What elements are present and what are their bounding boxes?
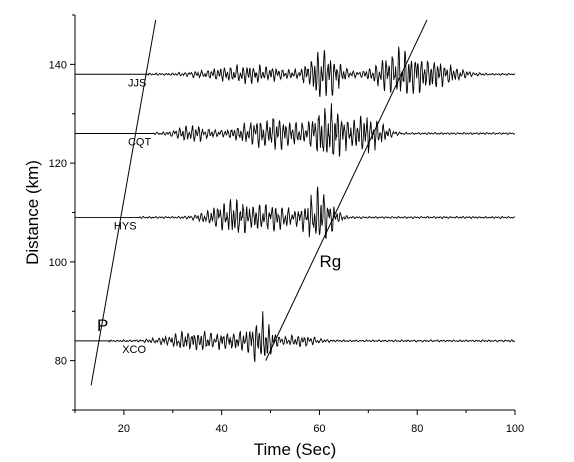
trace-cqt — [75, 103, 516, 157]
x-axis-title: Time (Sec) — [254, 440, 337, 459]
x-tick-label: 20 — [118, 423, 130, 435]
x-tick-label: 60 — [313, 423, 325, 435]
x-tick-label: 80 — [411, 423, 423, 435]
axes: 20 40 60 80 100 80 100 120 140 Time (Sec) Distance… — [23, 14, 524, 459]
x-tick-label: 100 — [506, 423, 524, 435]
x-tick-label: 40 — [216, 423, 228, 435]
y-tick-label: 100 — [49, 257, 67, 269]
trace-hys — [75, 186, 515, 240]
labels: JJS CQT HYS XCO P Rg — [97, 77, 341, 356]
moveout-line-p — [90, 19, 157, 386]
trace-xco — [75, 311, 516, 363]
station-label-jjs: JJS — [128, 77, 146, 89]
station-label-cqt: CQT — [128, 137, 152, 149]
trace-jjs — [75, 46, 516, 98]
y-axis-title: Distance (km) — [23, 160, 42, 265]
station-label-xco: XCO — [122, 344, 146, 356]
phase-label-rg: Rg — [319, 252, 341, 271]
y-tick-label: 120 — [49, 158, 67, 170]
moveout-line-rg — [265, 19, 428, 361]
y-tick-label: 80 — [55, 356, 67, 368]
y-tick-label: 140 — [49, 59, 67, 71]
station-label-hys: HYS — [114, 220, 137, 232]
phase-label-p: P — [97, 316, 108, 335]
traces — [75, 46, 516, 363]
moveout-lines — [90, 19, 428, 386]
